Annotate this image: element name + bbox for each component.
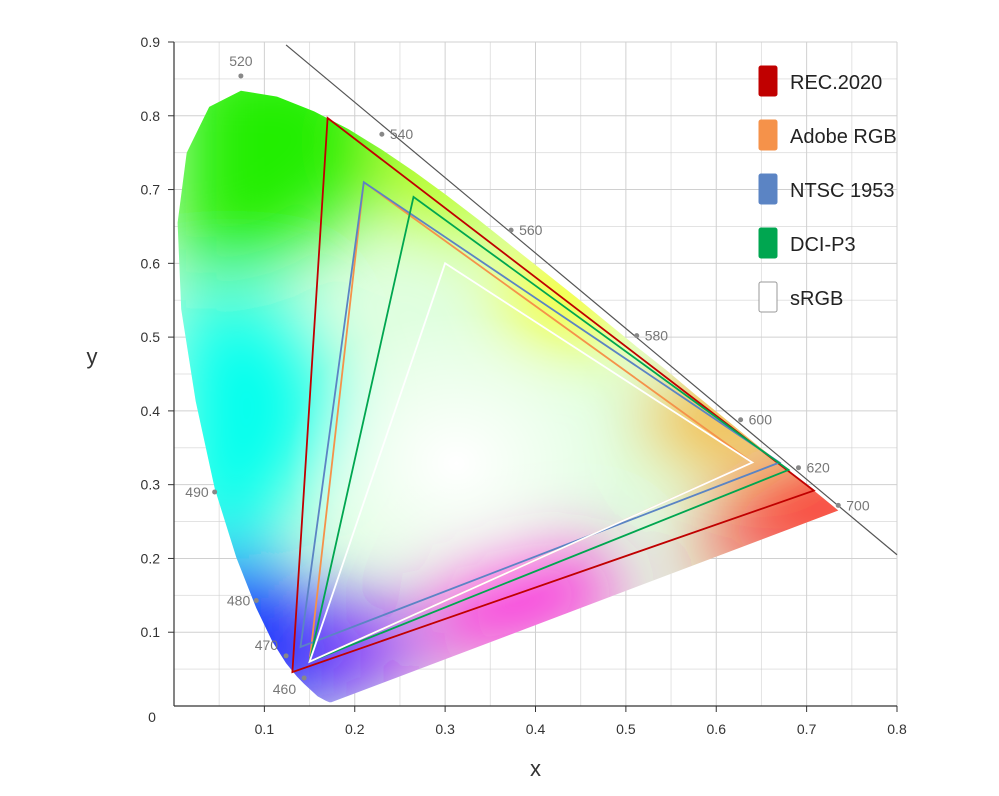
- wavelength-label: 560: [519, 222, 543, 238]
- boundary-line: [285, 44, 898, 556]
- y-tick-label: 0.6: [141, 255, 161, 271]
- wavelength-label: 620: [806, 460, 830, 476]
- wavelength-label: 520: [229, 53, 253, 69]
- wavelength-dot: [301, 675, 307, 681]
- y-tick-label: 0.9: [141, 34, 161, 50]
- legend: REC.2020 Adobe RGB NTSC 1953 DCI-P3 sRGB: [758, 65, 897, 313]
- legend-label: REC.2020: [790, 72, 882, 94]
- x-tick-label: 0.2: [345, 721, 365, 737]
- y-axis-title: y: [87, 344, 98, 369]
- y-tick-label: 0.3: [141, 477, 161, 493]
- legend-swatch: [758, 119, 778, 151]
- wavelength-label: 480: [227, 592, 251, 608]
- x-tick-label: 0.4: [526, 721, 546, 737]
- legend-swatch: [758, 173, 778, 205]
- locus-red-region: [680, 440, 839, 574]
- locus-violet-region: [327, 602, 428, 703]
- wavelength-dot: [283, 653, 289, 659]
- wavelength-dot: [508, 227, 514, 233]
- x-axis-title: x: [530, 756, 541, 781]
- legend-swatch: [758, 227, 778, 259]
- y-tick-label: 0.1: [141, 624, 161, 640]
- x-tick-label: 0.5: [616, 721, 636, 737]
- legend-swatch: [758, 281, 778, 313]
- x-tick-label: 0.6: [707, 721, 727, 737]
- y-tick-label: 0.8: [141, 108, 161, 124]
- gamut-triangle-ntsc-1953: [299, 180, 782, 649]
- gamut-triangle-dci-p3: [308, 195, 791, 664]
- legend-label: DCI-P3: [790, 234, 856, 256]
- y-tick-label: 0.4: [141, 403, 161, 419]
- x-tick-label: 0.3: [435, 721, 455, 737]
- legend-label: NTSC 1953: [790, 180, 895, 202]
- wavelength-label: 600: [749, 412, 773, 428]
- wavelength-dot: [795, 465, 801, 471]
- wavelength-label: 490: [185, 484, 209, 500]
- x-tick-label: 0.8: [887, 721, 907, 737]
- y-tick-label: 0.2: [141, 550, 161, 566]
- y-tick-label: 0.7: [141, 182, 161, 198]
- wavelength-label: 460: [273, 681, 297, 697]
- x-tick-label: 0.1: [255, 721, 275, 737]
- gamut-triangles: [291, 116, 816, 674]
- wavelength-dot: [379, 131, 385, 137]
- wavelength-dot: [634, 333, 640, 339]
- white-point-glow: [286, 313, 627, 614]
- wavelength-dot: [212, 489, 218, 495]
- wavelength-label: 700: [846, 497, 870, 513]
- wavelength-dot: [738, 417, 744, 423]
- wavelength-dot: [253, 597, 259, 603]
- gamut-triangle-rec-2020: [291, 116, 816, 674]
- y-tick-label: 0.5: [141, 329, 161, 345]
- wavelength-dot: [835, 502, 841, 508]
- wavelength-label: 580: [645, 328, 669, 344]
- legend-swatch: [758, 65, 778, 97]
- wavelength-label: 540: [390, 126, 414, 142]
- origin-label: 0: [148, 709, 156, 725]
- legend-label: sRGB: [790, 288, 843, 310]
- x-tick-label: 0.7: [797, 721, 817, 737]
- gamut-triangle-srgb: [308, 261, 755, 664]
- wavelength-dot: [238, 73, 244, 79]
- wavelength-label: 470: [255, 637, 279, 653]
- tick-labels: 0.1 0.2 0.3 0.4 0.5 0.6 0.7 0.8 0.1 0.2 0.3 0.4 0.5 0…: [141, 34, 907, 737]
- wavelength-markers: 460 470 480 490 520 540 560 580 600 620 700: [185, 53, 870, 697]
- legend-label: Adobe RGB: [790, 126, 897, 148]
